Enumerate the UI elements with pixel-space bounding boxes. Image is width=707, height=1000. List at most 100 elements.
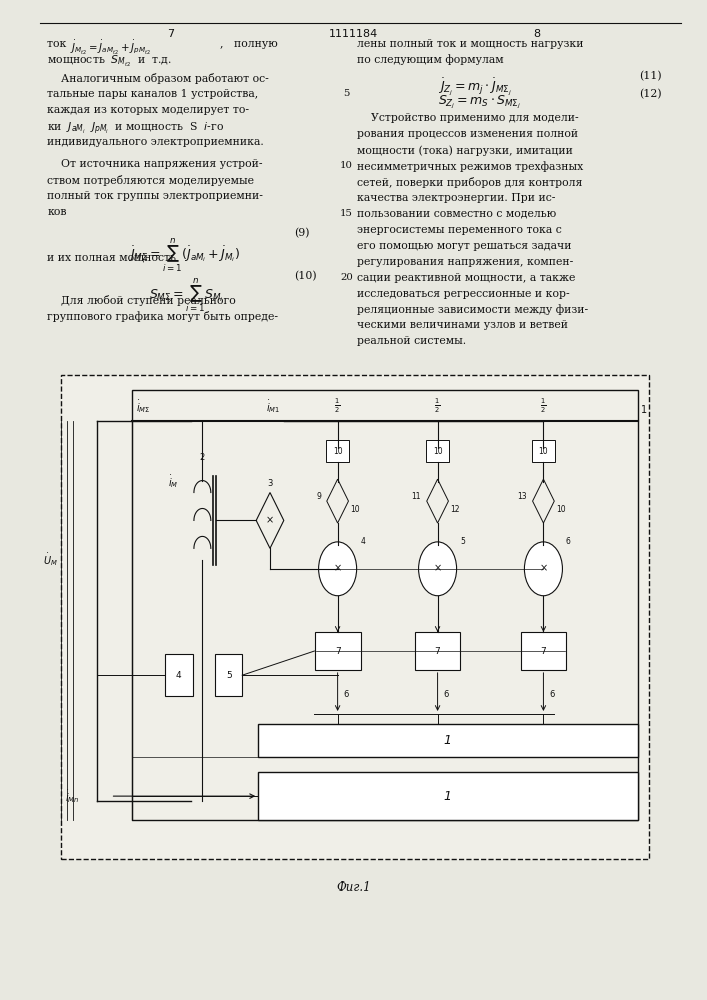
Text: 7: 7	[334, 647, 341, 656]
Text: 5: 5	[344, 89, 350, 98]
Text: 10: 10	[539, 447, 548, 456]
Bar	[327, 440, 349, 462]
Text: ×: ×	[266, 515, 274, 525]
Circle shape	[419, 542, 457, 596]
Text: 13: 13	[518, 492, 527, 501]
Text: 6: 6	[344, 690, 349, 699]
Text: 11: 11	[411, 492, 421, 501]
Text: 3: 3	[267, 479, 273, 488]
Bar	[415, 632, 460, 670]
Text: 8: 8	[533, 29, 540, 39]
Bar	[258, 724, 638, 757]
Text: по следующим формулам: по следующим формулам	[357, 54, 503, 65]
Bar	[520, 632, 566, 670]
Text: лены полный ток и мощность нагрузки: лены полный ток и мощность нагрузки	[357, 39, 583, 49]
Bar	[165, 654, 193, 696]
Polygon shape	[256, 493, 284, 548]
Bar	[132, 390, 638, 820]
Text: $\frac{1}{2}$: $\frac{1}{2}$	[334, 397, 341, 415]
Text: 1: 1	[641, 405, 647, 415]
Text: 6: 6	[549, 690, 554, 699]
Text: сации реактивной мощности, а также: сации реактивной мощности, а также	[357, 273, 575, 283]
Bar	[426, 440, 449, 462]
Text: 6: 6	[443, 690, 449, 699]
Text: 1111184: 1111184	[329, 29, 378, 39]
Text: реальной системы.: реальной системы.	[357, 336, 466, 346]
Text: 4: 4	[360, 537, 365, 546]
Text: (9): (9)	[293, 228, 309, 238]
Text: 7: 7	[167, 29, 174, 39]
Text: мощности (тока) нагрузки, имитации: мощности (тока) нагрузки, имитации	[357, 145, 573, 156]
Text: реляционные зависимости между физи-: реляционные зависимости между физи-	[357, 305, 588, 315]
Text: 10: 10	[556, 505, 566, 514]
Polygon shape	[327, 479, 349, 523]
Text: мощность  $S_{M_{t2}}$  и  т.д.: мощность $S_{M_{t2}}$ и т.д.	[47, 54, 172, 69]
Text: 10: 10	[340, 161, 353, 170]
Text: и их полная мощность: и их полная мощность	[47, 253, 176, 263]
Circle shape	[319, 542, 356, 596]
Text: несимметричных режимов трехфазных: несимметричных режимов трехфазных	[357, 161, 583, 172]
Text: 4: 4	[176, 671, 182, 680]
Text: 5: 5	[460, 537, 465, 546]
Text: 9: 9	[316, 492, 321, 501]
Text: $\frac{1}{2}$: $\frac{1}{2}$	[434, 397, 440, 415]
Text: 5: 5	[226, 671, 232, 680]
Bar	[62, 375, 649, 859]
Text: ,   полную: , полную	[220, 39, 277, 49]
Text: $S_{M\Sigma}=\sum_{i=1}^{n}S_{M_i}$: $S_{M\Sigma}=\sum_{i=1}^{n}S_{M_i}$	[149, 277, 224, 314]
Polygon shape	[427, 479, 448, 523]
Text: $\dot{U}_{M}$: $\dot{U}_{M}$	[43, 551, 58, 568]
Text: $\dot{i}_{M1}$: $\dot{i}_{M1}$	[266, 398, 280, 415]
Text: 7: 7	[435, 647, 440, 656]
Text: 10: 10	[433, 447, 443, 456]
Text: каждая из которых моделирует то-: каждая из которых моделирует то-	[47, 105, 249, 115]
Text: ством потребляются моделируемые: ством потребляются моделируемые	[47, 175, 254, 186]
Text: 2: 2	[200, 453, 205, 462]
Text: ток: ток	[47, 39, 74, 49]
Text: пользовании совместно с моделью: пользовании совместно с моделью	[357, 209, 556, 219]
Text: группового графика могут быть опреде-: группового графика могут быть опреде-	[47, 311, 278, 322]
Text: тальные пары каналов 1 устройства,: тальные пары каналов 1 устройства,	[47, 89, 259, 99]
Text: $\dot{J}_{M_{t2}}=\dot{J}_{aM_{t2}}+\dot{J}_{pM_{t2}}$: $\dot{J}_{M_{t2}}=\dot{J}_{aM_{t2}}+\dot…	[71, 39, 151, 57]
Text: (10): (10)	[293, 271, 316, 281]
Text: индивидуального электроприемника.: индивидуального электроприемника.	[47, 137, 264, 147]
Text: (11): (11)	[638, 71, 661, 82]
Text: ×: ×	[539, 564, 547, 574]
Text: ков: ков	[47, 207, 66, 217]
Polygon shape	[532, 479, 554, 523]
Text: Фиг.1: Фиг.1	[337, 881, 370, 894]
Bar	[532, 440, 555, 462]
Text: ческими величинами узлов и ветвей: ческими величинами узлов и ветвей	[357, 320, 568, 330]
Text: $S_{Z_j}=m_S\cdot S_{M\Sigma_j}$: $S_{Z_j}=m_S\cdot S_{M\Sigma_j}$	[438, 94, 521, 111]
Text: 12: 12	[450, 505, 460, 514]
Text: 1: 1	[444, 734, 452, 747]
Text: 20: 20	[340, 273, 353, 282]
Text: (12): (12)	[638, 89, 661, 99]
Text: качества электроэнергии. При ис-: качества электроэнергии. При ис-	[357, 193, 556, 203]
Text: $\dot{J}_{M\Sigma}=\sum_{i=1}^{n}(\dot{J}_{aM_i}+\dot{J}_{M_i})$: $\dot{J}_{M\Sigma}=\sum_{i=1}^{n}(\dot{J…	[128, 236, 240, 274]
Text: Аналогичным образом работают ос-: Аналогичным образом работают ос-	[47, 73, 269, 84]
Text: $\frac{1}{2}$: $\frac{1}{2}$	[540, 397, 547, 415]
Text: полный ток группы электроприемни-: полный ток группы электроприемни-	[47, 191, 263, 201]
Text: $\dot{i}_{M}$: $\dot{i}_{M}$	[168, 473, 178, 490]
Text: Устройство применимо для модели-: Устройство применимо для модели-	[357, 113, 578, 123]
Bar	[258, 772, 638, 820]
Circle shape	[525, 542, 563, 596]
Text: рования процессов изменения полной: рования процессов изменения полной	[357, 129, 578, 139]
Text: 7: 7	[541, 647, 547, 656]
Text: сетей, поверки приборов для контроля: сетей, поверки приборов для контроля	[357, 177, 583, 188]
Text: 10: 10	[333, 447, 342, 456]
Text: ×: ×	[433, 564, 442, 574]
Text: От источника напряжения устрой-: От источника напряжения устрой-	[47, 159, 263, 169]
Text: 1: 1	[444, 790, 452, 803]
Text: ки  $J_{aM_i}$  $J_{pM_i}$  и мощность  S  $i$-го: ки $J_{aM_i}$ $J_{pM_i}$ и мощность S $i…	[47, 121, 224, 137]
Text: его помощью могут решаться задачи: его помощью могут решаться задачи	[357, 241, 571, 251]
Bar	[216, 654, 243, 696]
Text: $\dot{J}_{Z_j}=m_j\cdot\dot{J}_{M\Sigma_j}$: $\dot{J}_{Z_j}=m_j\cdot\dot{J}_{M\Sigma_…	[438, 76, 512, 97]
Text: 10: 10	[351, 505, 360, 514]
Text: $\dot{i}_{Mn}$: $\dot{i}_{Mn}$	[65, 788, 79, 805]
Text: 15: 15	[340, 209, 353, 218]
Text: энергосистемы переменного тока с: энергосистемы переменного тока с	[357, 225, 562, 235]
Text: ×: ×	[334, 564, 341, 574]
Text: Для любой ступени реального: Для любой ступени реального	[47, 295, 236, 306]
